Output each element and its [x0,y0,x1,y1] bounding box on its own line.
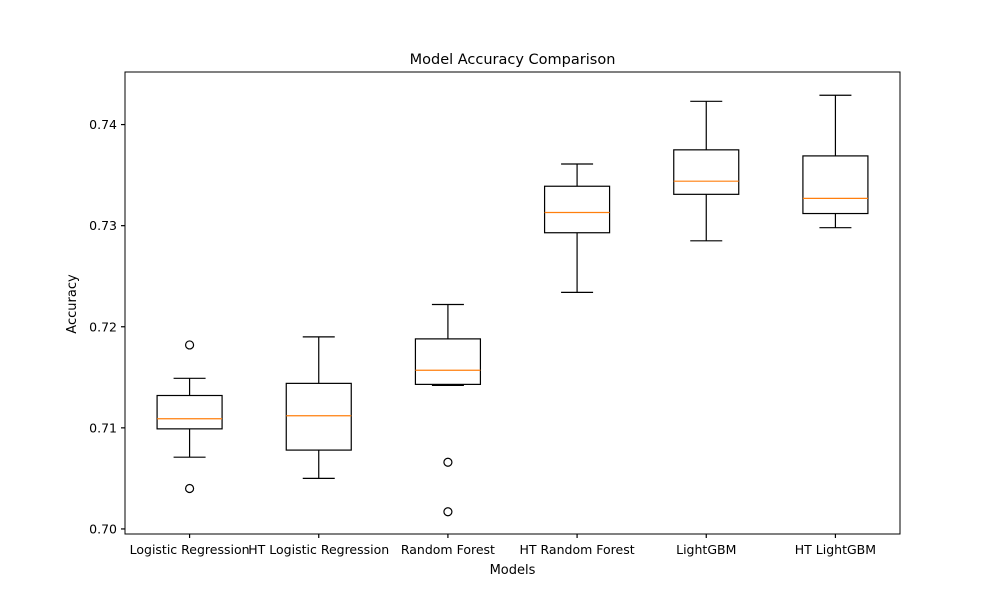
x-tick-label: Logistic Regression [130,542,250,557]
y-tick-label: 0.74 [89,117,117,132]
y-axis-label: Accuracy [65,274,80,334]
y-tick-label: 0.72 [89,319,117,334]
y-tick-label: 0.70 [89,521,117,536]
outlier-point [184,483,195,494]
x-tick-label: LightGBM [676,542,736,557]
x-tick-label: HT LightGBM [795,542,876,557]
outlier-point [443,507,453,517]
x-axis-label: Models [490,563,536,578]
chart-title: Model Accuracy Comparison [410,52,616,68]
x-tick-label: HT Random Forest [520,542,635,557]
x-tick-label: Random Forest [401,542,495,557]
outlier-point [443,457,453,467]
y-tick-label: 0.73 [89,218,117,233]
outlier-point [184,340,195,350]
plot-frame [124,71,901,535]
x-tick-label: HT Logistic Regression [248,542,389,557]
y-tick-label: 0.71 [89,420,117,435]
